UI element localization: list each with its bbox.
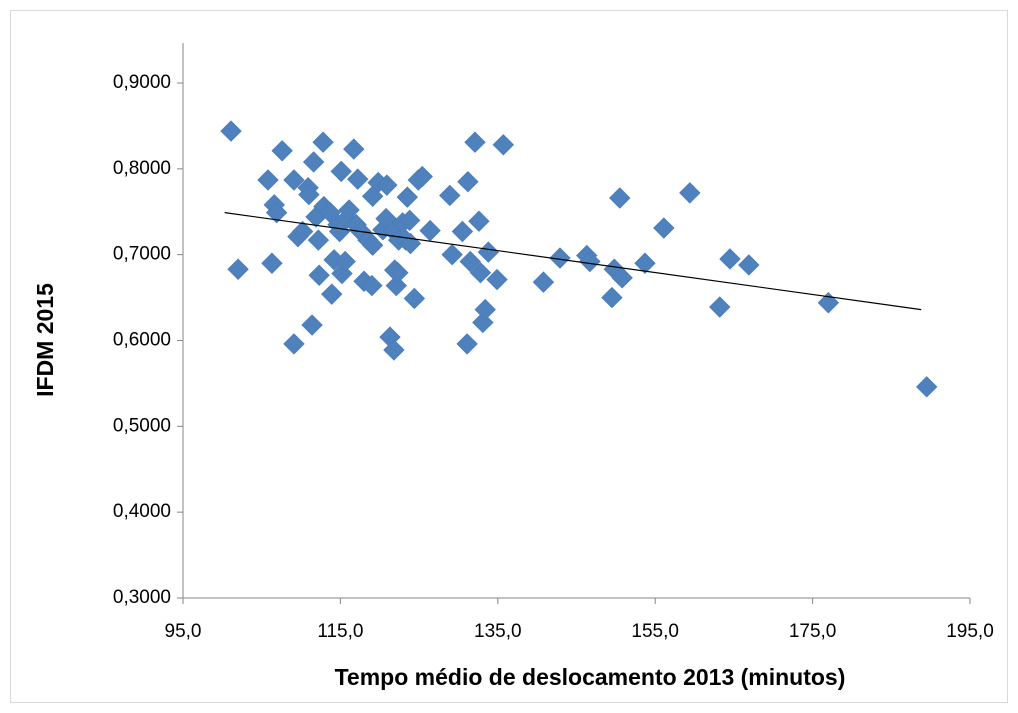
- data-point: [532, 271, 555, 293]
- data-point: [283, 333, 305, 355]
- data-point: [387, 261, 409, 284]
- data-point: [265, 201, 288, 224]
- data-point: [411, 165, 433, 188]
- x-axis-title: Tempo médio de deslocamento 2013 (minuto…: [335, 664, 846, 690]
- data-point: [403, 287, 426, 310]
- data-point: [376, 174, 398, 196]
- data-point: [609, 187, 631, 209]
- data-point: [464, 131, 486, 153]
- data-point: [719, 248, 741, 270]
- x-tick-label: 195,0: [946, 621, 994, 642]
- y-tick-label: 0,6000: [113, 330, 171, 351]
- data-point: [347, 168, 369, 190]
- data-point: [916, 376, 938, 398]
- data-point: [396, 186, 419, 208]
- x-tick-label: 155,0: [631, 621, 679, 642]
- data-point: [283, 169, 305, 191]
- data-point: [343, 138, 365, 160]
- y-tick-label: 0,7000: [113, 244, 171, 265]
- trendline: [224, 212, 922, 311]
- data-point: [271, 140, 293, 162]
- y-axis-title: IFDM 2015: [32, 283, 58, 397]
- data-point: [738, 254, 760, 276]
- x-tick-label: 95,0: [165, 621, 202, 642]
- data-point: [459, 250, 481, 273]
- data-point: [308, 264, 330, 286]
- data-point: [456, 333, 478, 355]
- data-point: [385, 274, 407, 297]
- y-tick-label: 0,8000: [113, 158, 171, 179]
- data-point: [486, 268, 508, 291]
- data-point: [469, 261, 492, 284]
- data-point: [451, 220, 474, 243]
- data-point: [291, 220, 314, 243]
- data-point: [307, 229, 330, 251]
- chart-border: [10, 10, 1008, 703]
- data-point: [220, 120, 242, 142]
- data-point: [439, 184, 461, 207]
- data-point: [398, 209, 421, 232]
- data-point: [298, 183, 320, 206]
- data-point: [361, 234, 384, 256]
- data-point: [330, 160, 352, 183]
- data-point: [468, 210, 490, 232]
- x-tick-label: 115,0: [317, 621, 363, 642]
- data-point: [634, 252, 656, 274]
- data-point: [474, 298, 496, 321]
- data-point: [321, 283, 343, 305]
- y-tick-label: 0,3000: [113, 587, 171, 608]
- data-point: [338, 199, 360, 221]
- data-point: [709, 296, 731, 318]
- data-point: [549, 247, 571, 269]
- data-point: [611, 267, 633, 289]
- data-point: [653, 217, 675, 239]
- data-point: [679, 182, 701, 204]
- data-point: [579, 250, 601, 273]
- data-point: [383, 339, 405, 361]
- y-tick-label: 0,4000: [113, 501, 171, 522]
- data-point: [361, 274, 383, 297]
- y-tick-label: 0,5000: [113, 415, 171, 436]
- data-point: [457, 171, 479, 193]
- data-point: [257, 169, 279, 191]
- data-point: [302, 151, 325, 173]
- data-point: [601, 286, 623, 309]
- data-point: [301, 314, 323, 336]
- data-point: [441, 243, 463, 266]
- data-point: [399, 232, 422, 255]
- data-point: [334, 250, 356, 273]
- data-point: [312, 131, 334, 153]
- data-point: [261, 252, 283, 274]
- data-point: [492, 134, 515, 156]
- data-point: [227, 258, 249, 280]
- y-tick-label: 0,9000: [113, 72, 171, 93]
- x-tick-label: 135,0: [474, 621, 522, 642]
- x-tick-label: 175,0: [789, 621, 837, 642]
